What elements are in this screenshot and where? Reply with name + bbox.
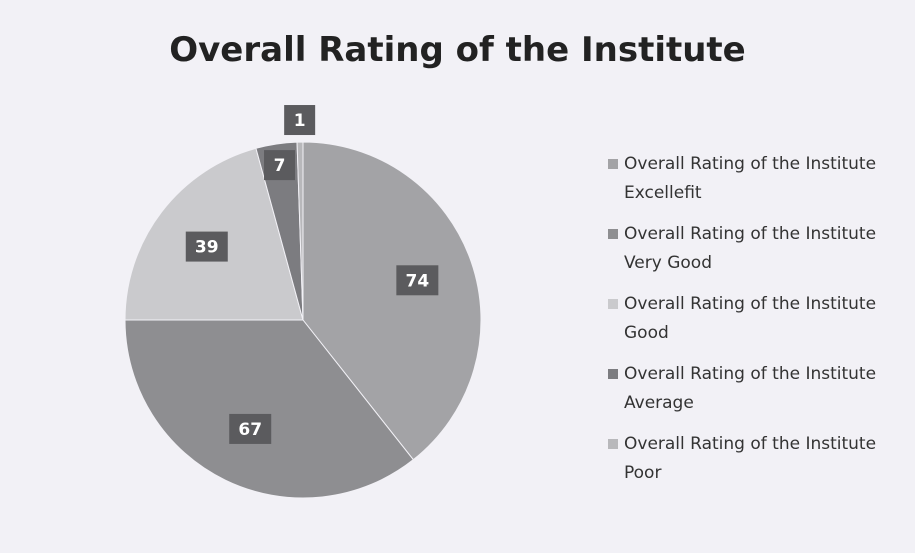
data-label: 67: [238, 420, 262, 440]
legend-item: Overall Rating of the Institute Average: [608, 360, 908, 430]
legend-label: Overall Rating of the Institute Good: [624, 294, 877, 343]
pie-slice: [302, 141, 482, 461]
legend-label: Overall Rating of the Institute Very Goo…: [624, 224, 877, 273]
data-label: 74: [406, 271, 430, 291]
legend-swatch: [608, 439, 618, 449]
legend-swatch: [608, 299, 618, 309]
legend-swatch: [608, 229, 618, 239]
data-label-box: [229, 413, 272, 444]
data-label-box: [396, 265, 439, 296]
data-label-box: [284, 105, 316, 136]
data-label-box: [185, 231, 228, 262]
chart-title: Overall Rating of the Institute: [169, 30, 746, 70]
legend-item: Overall Rating of the Institute Excellef…: [608, 150, 908, 220]
data-label-box: [264, 150, 296, 181]
pie-slice: [296, 141, 304, 321]
data-label: 7: [274, 156, 286, 176]
legend-swatch: [608, 369, 618, 379]
legend: Overall Rating of the Institute Excellef…: [608, 150, 908, 500]
legend-label: Overall Rating of the Institute Poor: [624, 434, 877, 483]
legend-item: Overall Rating of the Institute Very Goo…: [608, 220, 908, 290]
data-label: 1: [294, 111, 306, 131]
legend-label: Overall Rating of the Institute Average: [624, 364, 877, 413]
data-label: 39: [195, 238, 219, 258]
legend-item: Overall Rating of the Institute Poor: [608, 430, 908, 500]
pie-slice: [124, 319, 415, 499]
legend-swatch: [608, 159, 618, 169]
legend-label: Overall Rating of the Institute Excellef…: [624, 154, 877, 203]
legend-item: Overall Rating of the Institute Good: [608, 290, 908, 360]
